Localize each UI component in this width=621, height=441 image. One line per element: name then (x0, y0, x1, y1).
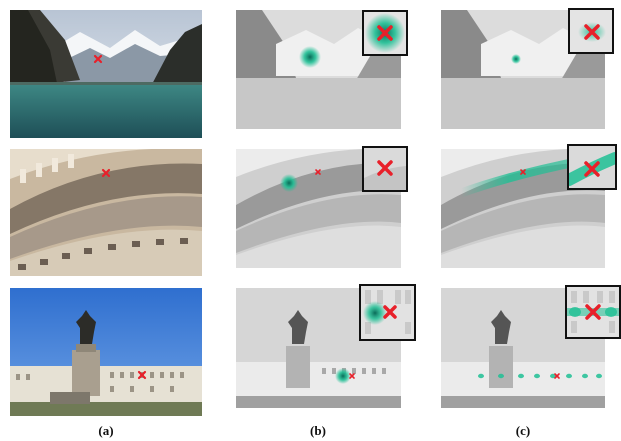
cross-marker-icon (349, 373, 355, 379)
grayscale-rotunda-frieze (236, 149, 401, 268)
caption-a: (a) (98, 423, 114, 438)
cross-marker-icon (584, 161, 600, 177)
grayscale-palace-statue-c (441, 288, 605, 408)
inset-heat-b1 (365, 13, 405, 53)
grayscale-mountain-lake (236, 10, 401, 129)
cross-marker-icon (315, 169, 321, 175)
heatmap-b-palace-statue (236, 288, 401, 408)
inset-zoom-b2 (362, 146, 408, 192)
cross-marker-icon (377, 160, 393, 176)
inset-zoom-b1 (362, 10, 408, 56)
caption-b: (b) (310, 423, 326, 438)
grayscale-rotunda-frieze-c (441, 149, 605, 268)
photo-palace-statue (10, 288, 202, 416)
cross-marker-icon (585, 304, 601, 320)
palace-statue-image (10, 288, 202, 416)
inset-zoom-c2 (567, 144, 617, 190)
caption-c: (c) (515, 423, 531, 438)
cross-marker-icon (584, 24, 600, 40)
inset-heat-b2 (364, 160, 406, 190)
inset-heat-c3 (567, 291, 619, 333)
inset-heat-b3 (363, 290, 411, 334)
heatmap-c-rotunda-frieze (441, 149, 605, 268)
cross-marker-icon (377, 25, 393, 41)
rotunda-frieze-image (10, 149, 202, 276)
mountain-lake-image (10, 10, 202, 138)
cross-marker-icon (137, 370, 147, 380)
inset-heat-c1 (578, 22, 606, 42)
inset-heat-c2 (569, 152, 615, 186)
cross-marker-icon (383, 305, 397, 319)
photo-rotunda-frieze (10, 149, 202, 276)
grayscale-palace-statue (236, 288, 401, 408)
cross-marker-icon (554, 373, 560, 379)
cross-marker-icon (520, 169, 526, 175)
cross-marker-icon (101, 168, 111, 178)
heatmap-b-mountain-lake (236, 10, 401, 129)
heatmap-b-rotunda-frieze (236, 149, 401, 268)
cross-marker-icon (93, 54, 103, 64)
inset-zoom-c3 (565, 285, 621, 339)
inset-zoom-c1 (568, 8, 614, 54)
inset-zoom-b3 (359, 284, 416, 341)
photo-mountain-lake (10, 10, 202, 138)
